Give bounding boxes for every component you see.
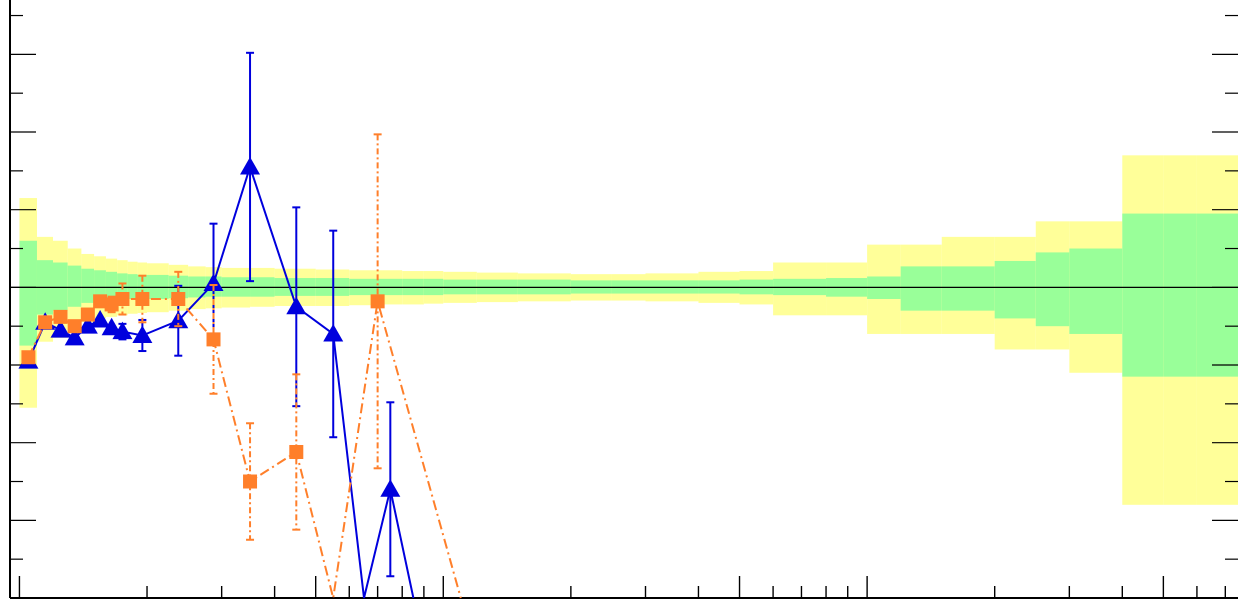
- square-marker: [104, 297, 119, 312]
- triangle-marker: [203, 273, 224, 291]
- inner-band-bin: [1122, 213, 1164, 377]
- inner-band-bin: [941, 266, 995, 311]
- triangle-marker: [50, 320, 71, 338]
- square-marker: [115, 292, 130, 306]
- triangle-marker: [323, 323, 344, 342]
- triangle-marker: [77, 316, 98, 334]
- uncertainty-bands: [19, 155, 1238, 505]
- data-series: [18, 51, 462, 599]
- series-1-line: [27, 298, 462, 599]
- square-marker: [93, 294, 108, 309]
- triangle-marker: [64, 327, 85, 346]
- triangle-marker: [112, 321, 133, 340]
- inner-band-bin: [127, 274, 138, 299]
- inner-band-bin: [994, 260, 1036, 319]
- square-marker: [80, 307, 95, 322]
- triangle-marker: [101, 317, 122, 336]
- inner-band-bin: [19, 240, 37, 346]
- square-marker: [38, 315, 53, 330]
- inner-band-bin: [67, 265, 82, 307]
- triangle-marker: [240, 156, 261, 175]
- triangle-marker: [132, 325, 153, 344]
- inner-band-bin: [105, 271, 118, 301]
- inner-band-bin: [53, 262, 68, 311]
- square-marker: [171, 292, 186, 306]
- square-marker: [67, 319, 82, 334]
- triangle-marker: [90, 309, 111, 328]
- square-marker: [206, 332, 221, 347]
- triangle-marker: [286, 296, 307, 315]
- series-0-line: [27, 163, 415, 599]
- inner-band-bin: [81, 268, 95, 303]
- inner-band-bin: [1163, 213, 1197, 377]
- square-marker: [289, 444, 304, 459]
- square-marker: [21, 350, 36, 365]
- axes: [9, 0, 1238, 599]
- inner-band-bin: [1196, 213, 1238, 377]
- square-marker: [53, 309, 68, 324]
- inner-band-bin: [1069, 248, 1123, 334]
- inner-band-bin: [900, 266, 942, 311]
- inner-band-bin: [1035, 252, 1070, 327]
- triangle-marker: [380, 479, 401, 497]
- inner-band-bin: [94, 270, 106, 302]
- square-marker: [135, 292, 150, 306]
- square-marker: [243, 474, 258, 489]
- square-marker: [370, 294, 385, 309]
